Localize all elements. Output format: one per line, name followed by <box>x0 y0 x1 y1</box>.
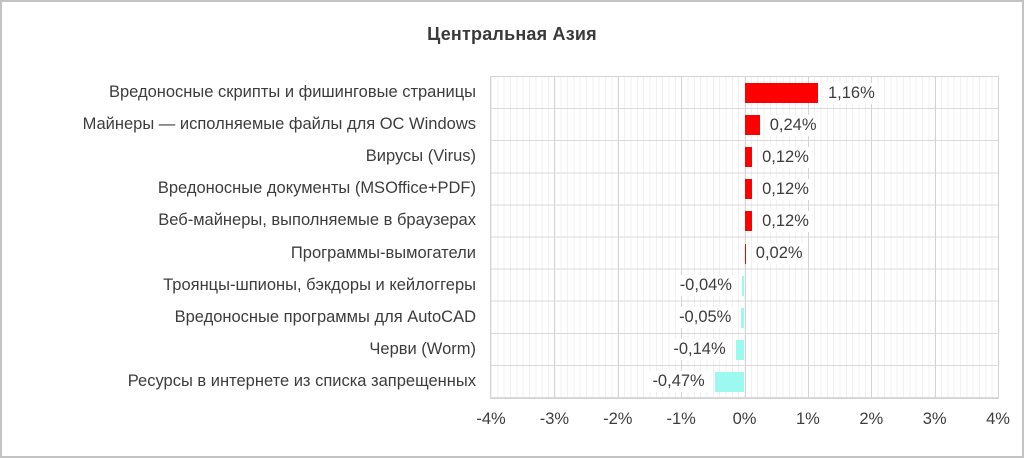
category-label: Троянцы-шпионы, бэкдоры и кейлоггеры <box>163 275 476 294</box>
category-label: Черви (Worm) <box>369 339 476 358</box>
major-gridline <box>934 77 936 398</box>
x-axis-tick-label: -3% <box>539 410 570 428</box>
x-axis-tick-label: 4% <box>986 410 1010 428</box>
value-label: 0,12% <box>759 210 812 232</box>
bar-positive <box>744 211 753 232</box>
chart-title: Центральная Азия <box>427 24 597 44</box>
category-label: Веб-майнеры, выполняемые в браузерах <box>158 211 476 230</box>
value-label: 0,12% <box>759 146 812 168</box>
x-axis-tick-label: -4% <box>476 410 506 428</box>
major-gridline <box>681 77 683 398</box>
bar-negative <box>741 275 745 296</box>
value-label: -0,47% <box>649 371 708 393</box>
category-label: Вредоносные документы (MSOffice+PDF) <box>157 179 476 198</box>
value-label: 0,02% <box>752 243 806 265</box>
x-axis-tick-label: 0% <box>732 410 757 428</box>
value-label: 0,24% <box>766 114 820 136</box>
category-label: Ресурсы в интернете из списка запрещенны… <box>127 371 476 390</box>
category-label: Вредоносные скрипты и фишинговые страниц… <box>108 83 476 101</box>
bar-negative <box>714 371 745 392</box>
bar-negative <box>741 307 745 328</box>
x-axis-tick-label: -2% <box>603 410 633 428</box>
major-gridline <box>554 77 556 398</box>
major-gridline <box>744 77 746 398</box>
bar-positive <box>744 83 818 104</box>
value-label: -0,04% <box>676 275 735 297</box>
bar-negative <box>735 339 745 360</box>
value-label: -0,14% <box>670 339 729 361</box>
x-axis-tick-label: 1% <box>795 410 820 428</box>
plot-area: 1,16% 0,24% 0,12% 0,12% 0,12% 0,02% -0,04% -0,0… <box>490 76 999 399</box>
category-label: Вирусы (Virus) <box>365 147 476 166</box>
bar-positive <box>744 179 753 200</box>
value-label: 1,16% <box>825 82 878 104</box>
category-label: Вредоносные программы для AutoCAD <box>174 307 476 326</box>
bar-positive <box>744 147 753 168</box>
major-gridline <box>871 77 873 398</box>
x-axis-tick-label: 3% <box>922 410 947 428</box>
major-gridline <box>617 77 619 398</box>
x-axis-tick-label: 2% <box>859 410 884 428</box>
bar-positive <box>744 243 746 264</box>
bar-positive <box>744 115 760 136</box>
x-axis-tick-label: -1% <box>666 410 696 428</box>
value-label: -0,05% <box>676 307 735 329</box>
major-gridline <box>807 77 809 398</box>
category-axis: Вредоносные скрипты и фишинговые страниц… <box>2 76 483 397</box>
category-label: Майнеры — исполняемые файлы для ОС Windo… <box>82 115 476 134</box>
value-label: 0,12% <box>759 178 812 200</box>
category-label: Программы-вымогатели <box>290 243 476 262</box>
x-axis: -4% -3% -2% -1% 0% 1% 2% 3% 4% <box>476 407 1010 431</box>
